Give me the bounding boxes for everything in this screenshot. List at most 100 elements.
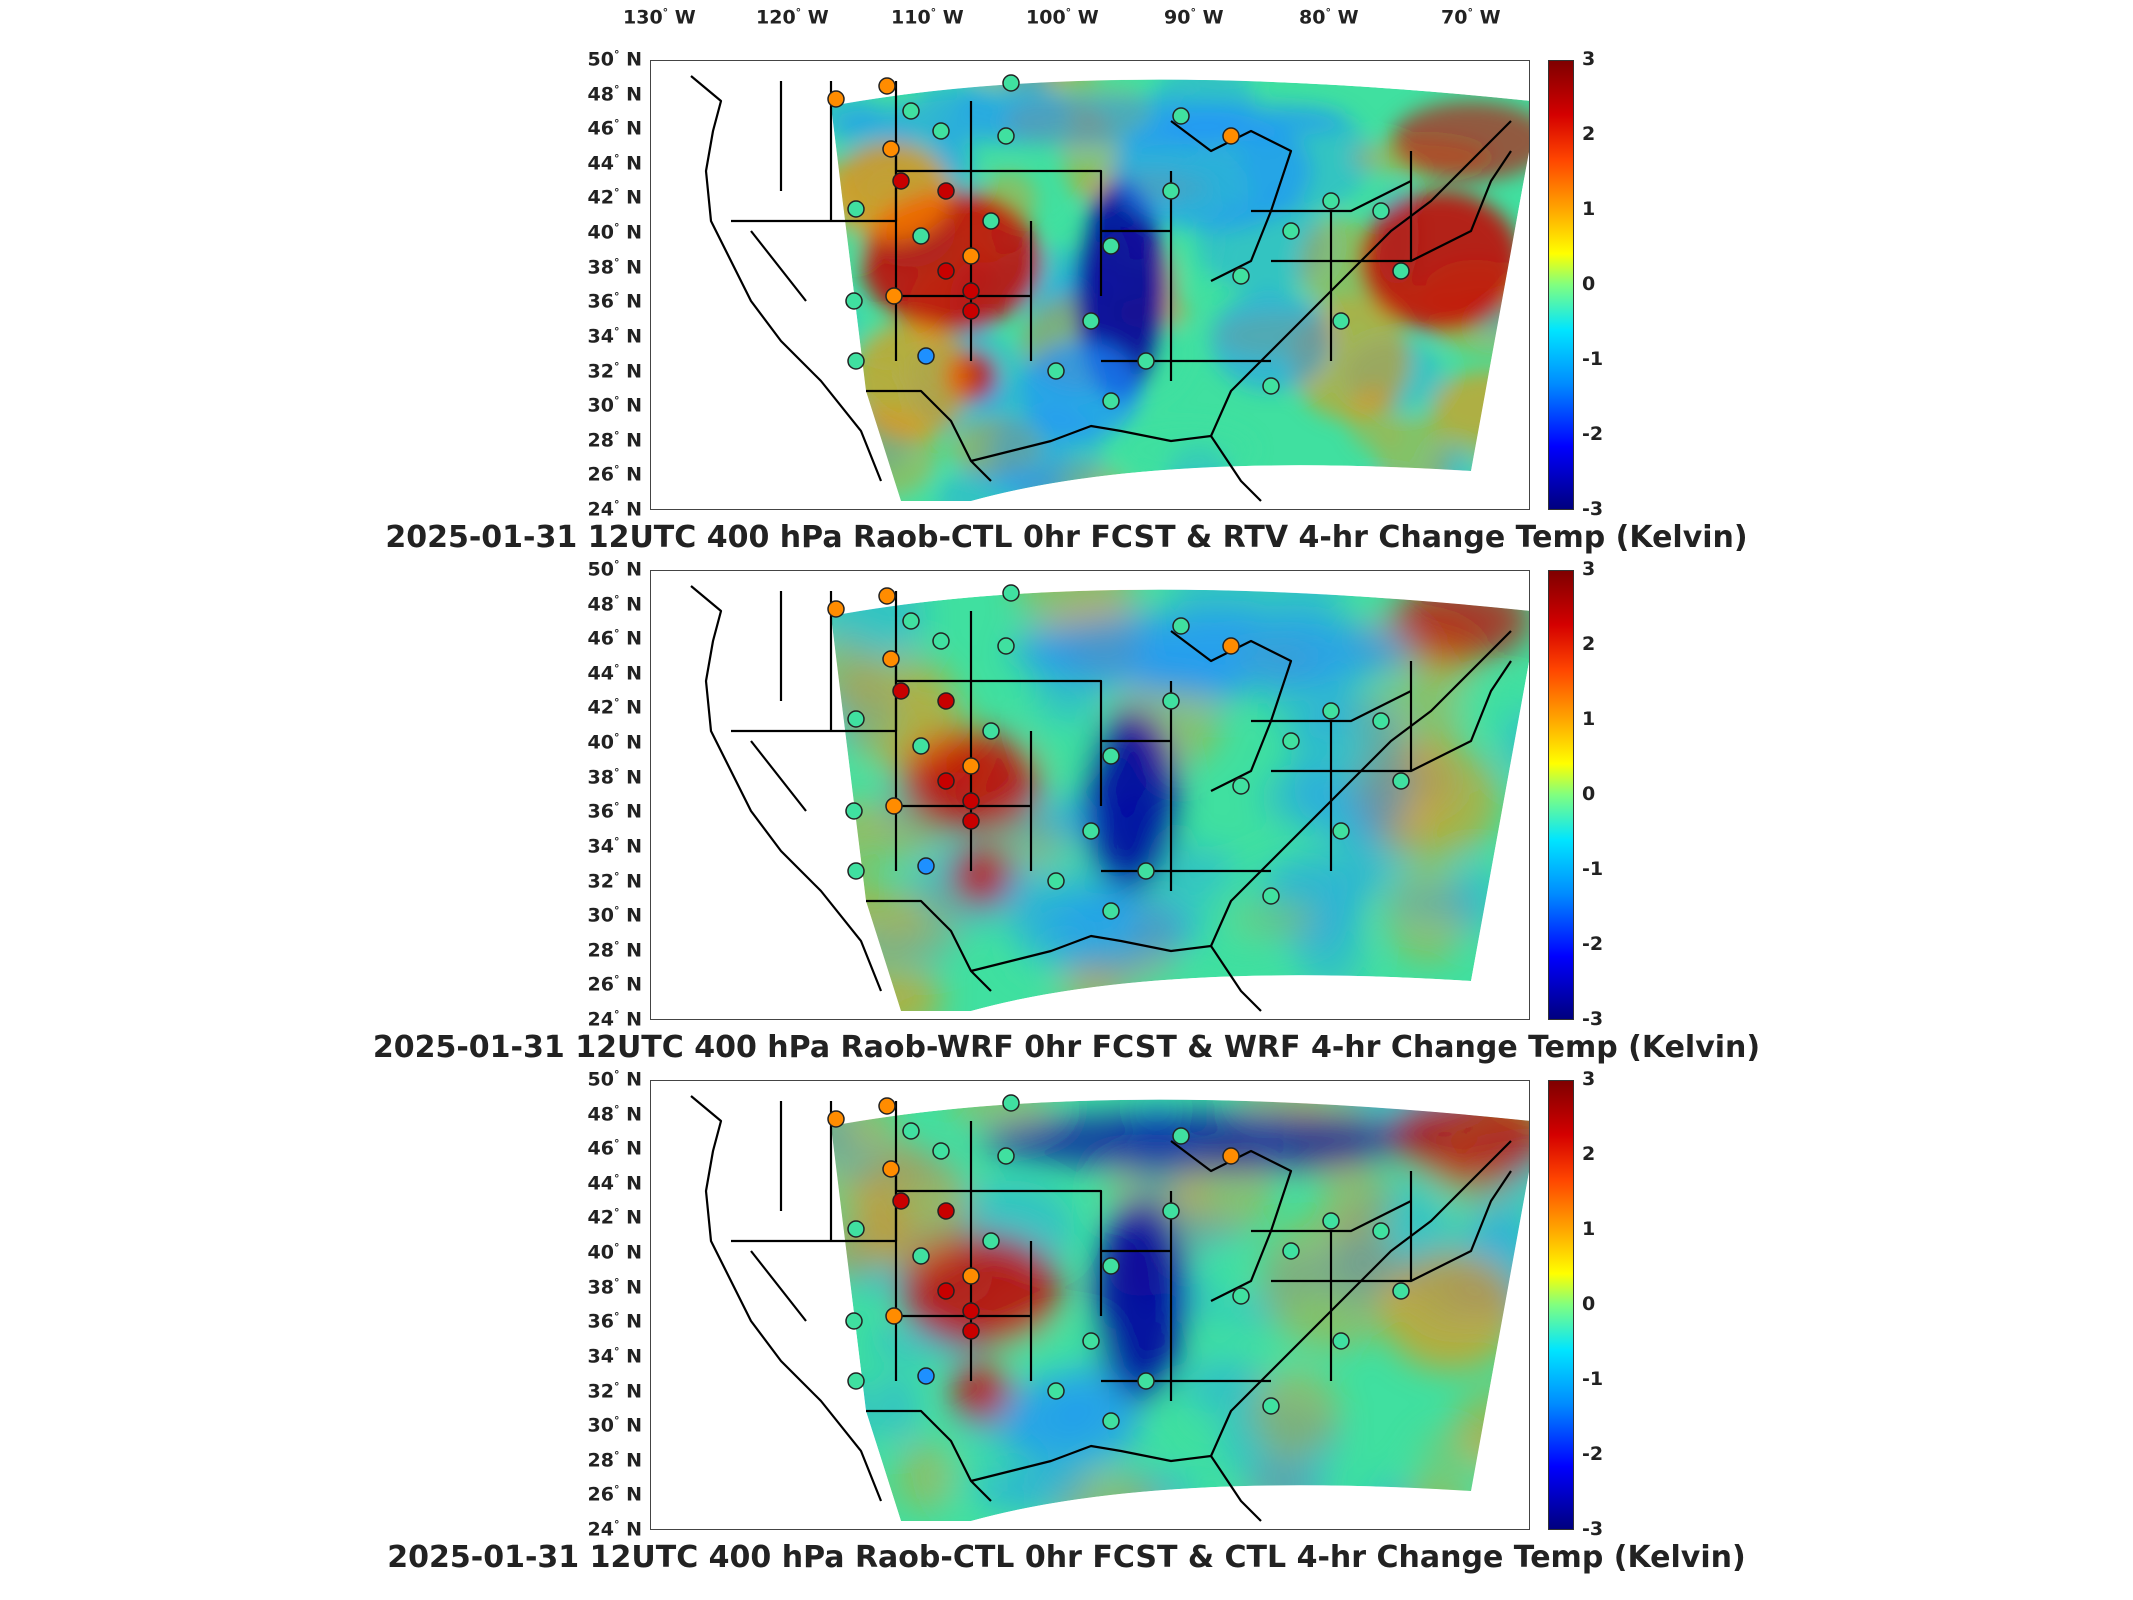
raob-station-marker xyxy=(1322,702,1340,720)
colorbar-tick: -3 xyxy=(1582,1008,1604,1030)
raob-station-marker xyxy=(1162,1202,1180,1220)
raob-station-marker xyxy=(1222,637,1240,655)
lat-label-44: 44° N xyxy=(587,151,642,175)
lat-label-28: 28° N xyxy=(587,428,642,452)
field-texture xyxy=(1343,477,1433,502)
boundary-line xyxy=(690,75,883,482)
raob-station-marker xyxy=(997,637,1015,655)
raob-station-marker xyxy=(1222,127,1240,145)
raob-station-marker xyxy=(1082,1332,1100,1350)
lat-label-46: 46° N xyxy=(587,1137,642,1160)
field-texture xyxy=(1268,589,1344,631)
raob-station-marker xyxy=(982,722,1000,740)
anomaly-region xyxy=(1361,191,1521,331)
raob-station-marker xyxy=(847,710,865,728)
lat-label-28: 28° N xyxy=(587,1448,642,1472)
boundary-line xyxy=(1209,120,1512,502)
map-panel-rtv xyxy=(650,60,1530,510)
field-texture xyxy=(1198,1251,1242,1361)
field-texture xyxy=(1239,1465,1335,1501)
field-texture xyxy=(831,860,876,946)
raob-station-marker xyxy=(1002,1094,1020,1112)
raob-station-marker xyxy=(912,737,930,755)
boundary-line xyxy=(894,1101,1033,1381)
lat-label-50: 50° N xyxy=(587,1068,642,1091)
colorbar-tick: 2 xyxy=(1582,1143,1596,1165)
raob-station-marker xyxy=(937,772,955,790)
boundary-line xyxy=(1031,679,1271,891)
raob-station-marker xyxy=(1047,872,1065,890)
anomaly-region xyxy=(1001,1371,1141,1471)
raob-station-marker xyxy=(1102,1257,1120,1275)
raob-station-marker xyxy=(882,140,900,158)
lat-label-32: 32° N xyxy=(587,359,642,382)
boundary-line xyxy=(1170,630,1412,792)
map-canvas xyxy=(690,74,1529,502)
colorbar-tick: 1 xyxy=(1582,708,1596,730)
raob-station-marker xyxy=(937,1202,955,1220)
raob-station-marker xyxy=(1172,107,1190,125)
field-texture xyxy=(1298,216,1379,313)
field-texture xyxy=(831,982,900,1012)
lat-label-28: 28° N xyxy=(587,938,642,962)
lon-label-100: 100° W xyxy=(1026,6,1099,29)
raob-station-marker xyxy=(1262,1397,1280,1415)
lon-label-120: 120° W xyxy=(756,6,829,29)
colorbar-3 xyxy=(1548,1080,1574,1530)
lat-label-26: 26° N xyxy=(587,463,642,486)
raob-station-marker xyxy=(827,90,845,108)
colorbar-tick: 1 xyxy=(1582,198,1596,220)
raob-station-marker xyxy=(1332,312,1350,330)
raob-station-marker xyxy=(912,1247,930,1265)
raob-station-marker xyxy=(1137,1372,1155,1390)
lat-label-44: 44° N xyxy=(587,1171,642,1195)
boundary-line xyxy=(1170,1140,1412,1302)
colorbar-tick: 1 xyxy=(1582,1218,1596,1240)
raob-station-marker xyxy=(1102,392,1120,410)
raob-station-marker xyxy=(902,1122,920,1140)
lat-label-26: 26° N xyxy=(587,973,642,996)
lat-label-36: 36° N xyxy=(587,290,642,313)
raob-station-marker xyxy=(1372,712,1390,730)
field-texture xyxy=(947,1099,1056,1128)
raob-station-marker xyxy=(1172,617,1190,635)
lat-label-34: 34° N xyxy=(587,834,642,858)
raob-station-marker xyxy=(845,292,863,310)
lon-label-110: 110° W xyxy=(891,6,964,29)
raob-station-marker xyxy=(1222,1147,1240,1165)
colorbar-tick: -1 xyxy=(1582,348,1604,370)
lon-label-70: 70° W xyxy=(1441,6,1501,29)
field-texture xyxy=(831,1112,858,1162)
lat-label-40: 40° N xyxy=(587,731,642,754)
raob-station-marker xyxy=(1332,1332,1350,1350)
colorbar-tick: 3 xyxy=(1582,1068,1596,1090)
lat-label-30: 30° N xyxy=(587,904,642,927)
raob-station-marker xyxy=(1282,732,1300,750)
raob-station-marker xyxy=(892,682,910,700)
field-texture xyxy=(870,1371,920,1442)
colorbar-tick: 0 xyxy=(1582,273,1596,295)
boundary-line xyxy=(894,81,1033,361)
lat-label-34: 34° N xyxy=(587,324,642,348)
lat-label-34: 34° N xyxy=(587,1344,642,1368)
raob-station-marker xyxy=(917,857,935,875)
boundary-line xyxy=(970,934,1212,973)
field-texture xyxy=(976,1476,1091,1514)
field-texture xyxy=(1117,424,1254,476)
raob-station-marker xyxy=(847,200,865,218)
map-panel-ctl xyxy=(650,1080,1530,1530)
boundary-line xyxy=(970,424,1212,463)
lat-label-32: 32° N xyxy=(587,869,642,892)
raob-station-marker xyxy=(962,247,980,265)
boundary-line xyxy=(1209,630,1512,1012)
colorbar-tick: -3 xyxy=(1582,498,1604,520)
raob-station-marker xyxy=(1102,237,1120,255)
panel-title-2: 2025-01-31 12UTC 400 hPa Raob-WRF 0hr FC… xyxy=(372,1030,1761,1065)
raob-station-marker xyxy=(885,1307,903,1325)
raob-station-marker xyxy=(937,692,955,710)
raob-station-marker xyxy=(878,1097,896,1115)
field-texture xyxy=(1251,1367,1340,1458)
colorbar-tick: 3 xyxy=(1582,48,1596,70)
raob-station-marker xyxy=(1232,267,1250,285)
raob-station-marker xyxy=(885,287,903,305)
